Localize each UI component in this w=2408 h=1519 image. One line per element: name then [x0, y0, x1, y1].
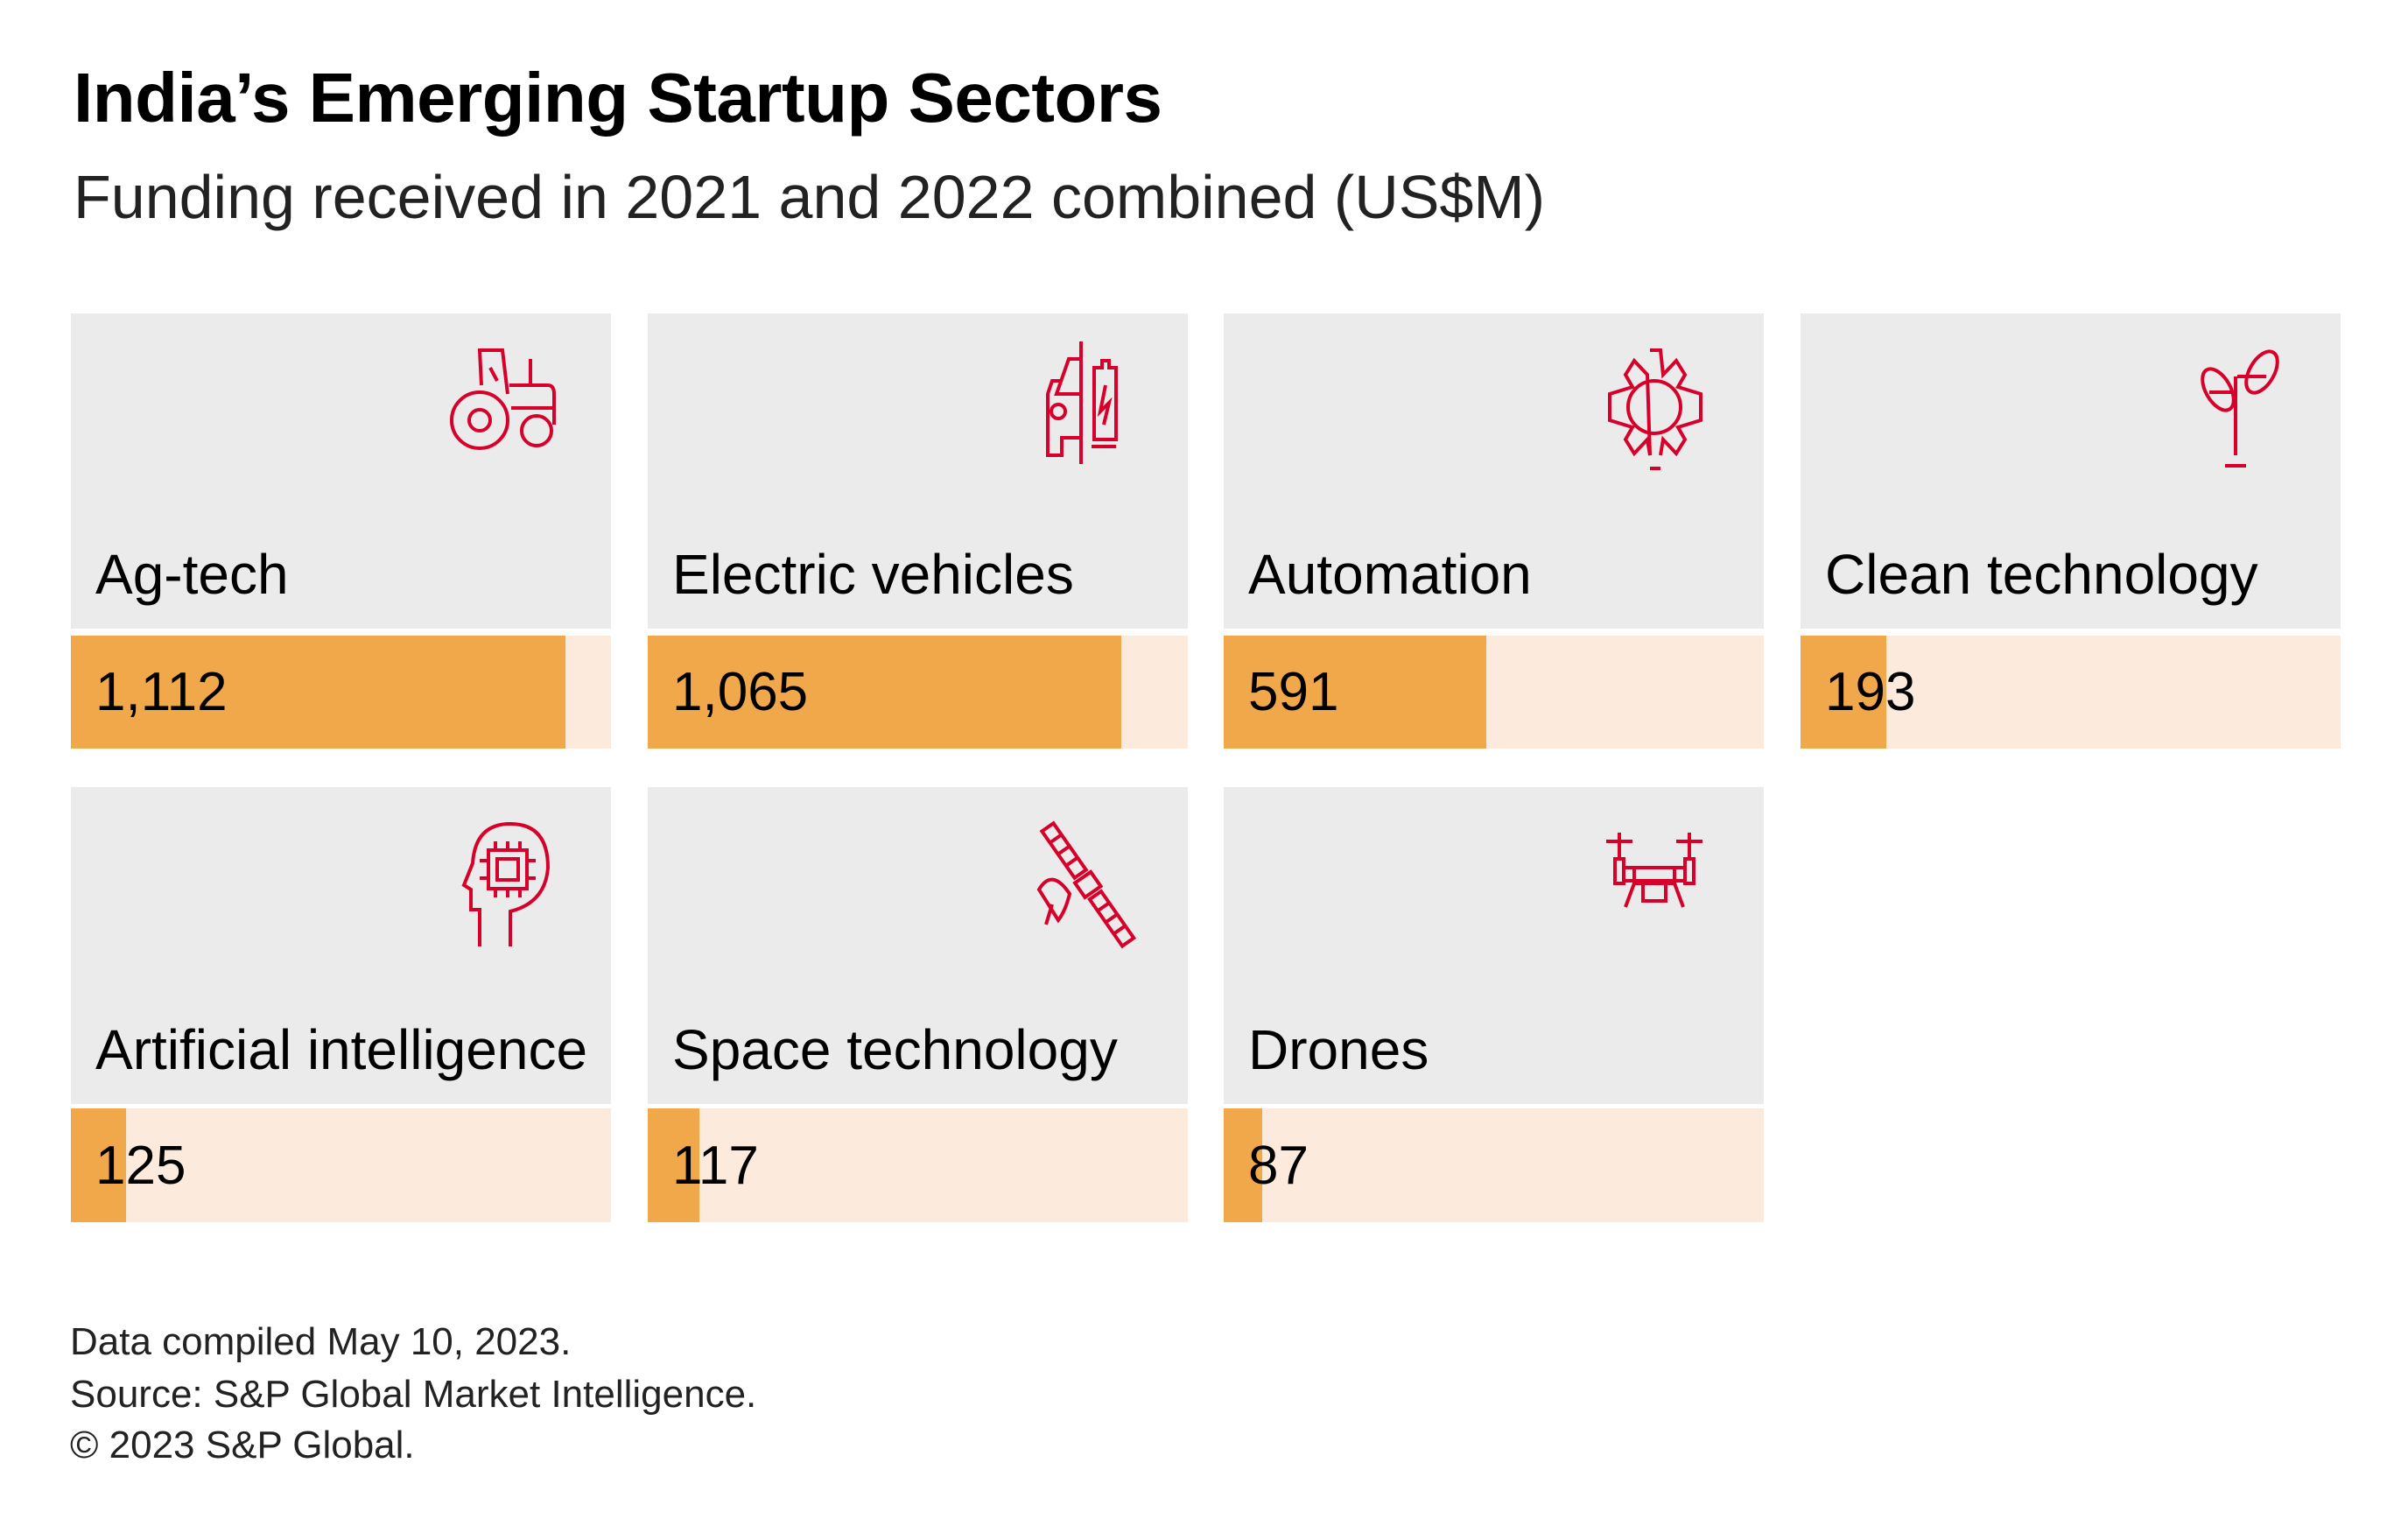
- bar-fill: [1224, 1108, 1263, 1222]
- bar-fill: [648, 636, 1121, 749]
- bar-track: 125: [71, 1108, 611, 1222]
- sector-card-header: Ag-tech: [71, 313, 611, 629]
- sector-label: Ag-tech: [95, 543, 289, 606]
- sector-label: Artificial intelligence: [95, 1018, 588, 1081]
- value-label: 1,112: [95, 662, 228, 722]
- sector-label: Space technology: [672, 1018, 1118, 1081]
- drone-icon: [1606, 833, 1702, 908]
- chart-title: India’s Emerging Startup Sectors: [74, 59, 1162, 137]
- sector-label: Automation: [1248, 543, 1532, 606]
- tractor-icon: [450, 348, 556, 450]
- sector-card-header: Drones: [1224, 787, 1764, 1104]
- sector-card-header: Artificial intelligence: [71, 787, 611, 1104]
- value-label: 125: [95, 1135, 186, 1196]
- footer-copyright: © 2023 S&P Global.: [70, 1424, 415, 1466]
- bar-fill: [648, 1108, 700, 1222]
- value-label: 87: [1248, 1135, 1309, 1196]
- footer-source: Source: S&P Global Market Intelligence.: [70, 1373, 757, 1416]
- sector-card-header: Electric vehicles: [648, 313, 1188, 629]
- sector-card-header: Automation: [1224, 313, 1764, 629]
- bar-fill: [71, 636, 565, 749]
- bar-fill: [1801, 636, 1886, 749]
- wind-turbine-icon: [2201, 349, 2279, 468]
- bar-track: 117: [648, 1108, 1188, 1222]
- ai-head-icon: [461, 821, 551, 946]
- bar-track: 1,065: [648, 636, 1188, 749]
- sector-card-header: Space technology: [648, 787, 1188, 1104]
- value-label: 193: [1825, 662, 1916, 722]
- bar-track: 193: [1801, 636, 2341, 749]
- bar-fill: [1224, 636, 1487, 749]
- value-label: 1,065: [672, 662, 809, 722]
- electric-vehicle-icon: [1046, 341, 1118, 464]
- bar-fill: [71, 1108, 127, 1222]
- bar-track: 591: [1224, 636, 1764, 749]
- bar-track: 1,112: [71, 636, 611, 749]
- footer-date: Data compiled May 10, 2023.: [70, 1320, 572, 1363]
- sector-label: Electric vehicles: [672, 543, 1074, 606]
- bar-track: 87: [1224, 1108, 1764, 1222]
- sector-label: Drones: [1248, 1018, 1429, 1081]
- satellite-icon: [1036, 820, 1137, 949]
- value-label: 117: [672, 1135, 759, 1196]
- gear-icon: [1608, 348, 1702, 470]
- chart-subtitle: Funding received in 2021 and 2022 combin…: [74, 163, 1546, 231]
- value-label: 591: [1248, 662, 1339, 722]
- sector-card-header: Clean technology: [1801, 313, 2341, 629]
- sector-label: Clean technology: [1825, 543, 2258, 606]
